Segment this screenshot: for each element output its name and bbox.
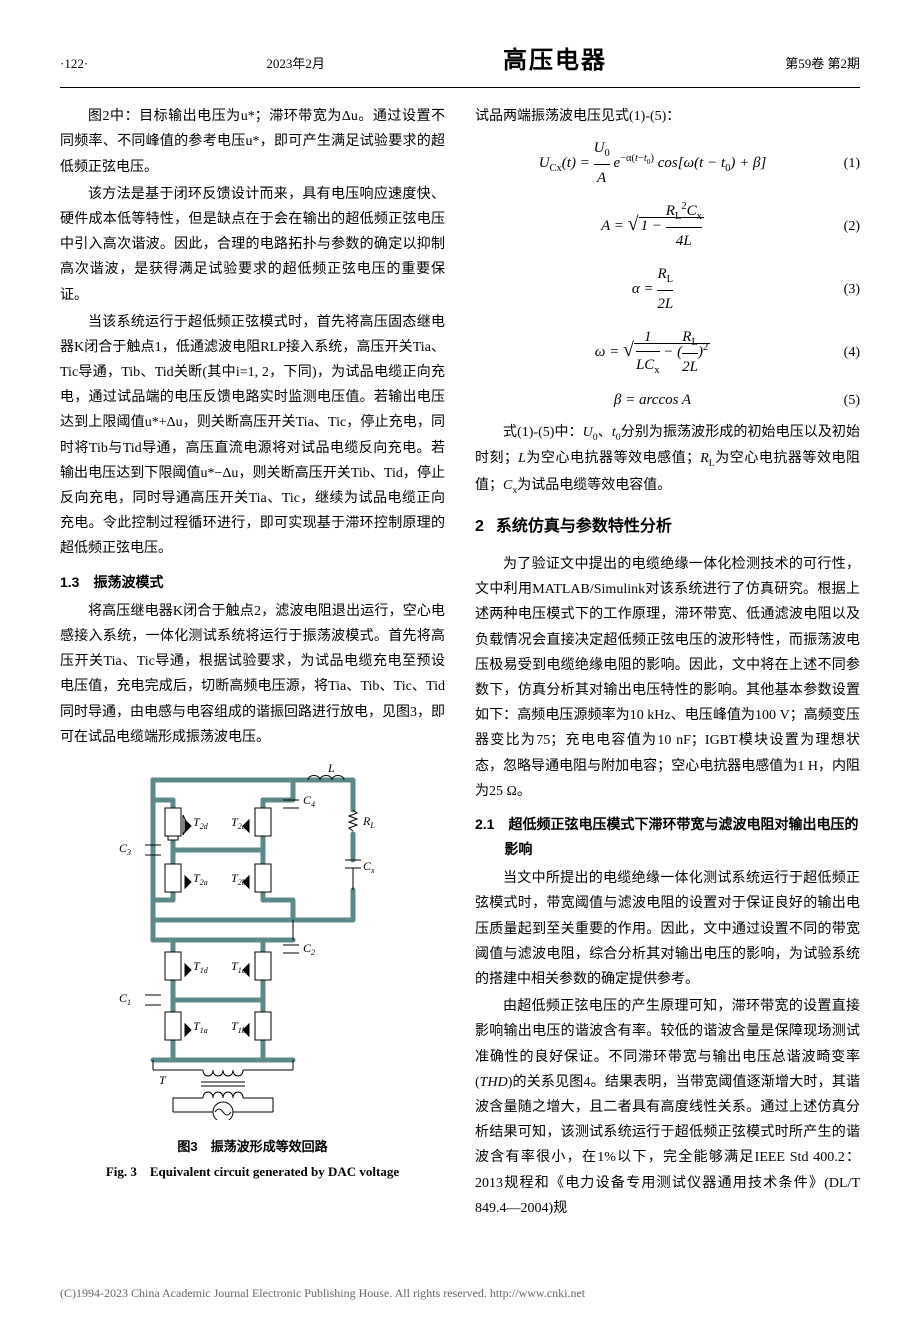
svg-text:T1d: T1d: [193, 959, 209, 975]
svg-text:C1: C1: [118, 991, 130, 1007]
svg-text:C3: C3: [118, 841, 130, 857]
svg-text:C2: C2: [303, 941, 315, 957]
eq-note: 式(1)-(5)中：U0、t0分别为振荡波形成的初始电压以及初始时刻；L为空心电…: [475, 420, 860, 499]
two-column-layout: 图2中：目标输出电压为u*；滞环带宽为Δu。通过设置不同频率、不同峰值的参考电压…: [60, 104, 860, 1223]
eq-num-5: (5): [830, 388, 860, 413]
eq-num-1: (1): [830, 151, 860, 176]
para-2-1-a: 当文中所提出的电缆绝缘一体化测试系统运行于超低频正弦模式时，带宽阈值与滤波电阻的…: [475, 866, 860, 992]
heading-2-1: 2.1 超低频正弦电压模式下滞环带宽与滤波电阻对输出电压的影响: [475, 812, 860, 862]
para-method: 该方法是基于闭环反馈设计而来，具有电压响应速度快、硬件成本低等特性，但是缺点在于…: [60, 182, 445, 308]
svg-text:L: L: [327, 761, 335, 775]
eq-3: α = RL2L (3): [475, 261, 860, 318]
eq-1: UCx(t) = U0A e−α(t−t0) cos[ω(t − t0) + β…: [475, 135, 860, 192]
heading-2-title: 系统仿真与参数特性分析: [496, 513, 672, 542]
page-header: ·122· 2023年2月 高压电器 第59卷 第2期: [60, 40, 860, 88]
eq-num-2: (2): [830, 214, 860, 239]
header-title: 高压电器: [503, 40, 607, 83]
para-dac-mode: 将高压继电器K闭合于触点2，滤波电阻退出运行，空心电感接入系统，一体化测试系统将…: [60, 599, 445, 750]
heading-2: 2 系统仿真与参数特性分析: [475, 513, 860, 542]
para-fig2-desc: 图2中：目标输出电压为u*；滞环带宽为Δu。通过设置不同频率、不同峰值的参考电压…: [60, 104, 445, 180]
header-date: 2023年2月: [266, 52, 325, 75]
eq-num-3: (3): [830, 277, 860, 302]
svg-text:T2a: T2a: [193, 871, 208, 887]
left-column: 图2中：目标输出电压为u*；滞环带宽为Δu。通过设置不同频率、不同峰值的参考电压…: [60, 104, 445, 1223]
fig3-caption-en: Fig. 3 Equivalent circuit generated by D…: [60, 1160, 445, 1183]
svg-text:C4: C4: [303, 793, 315, 809]
circuit-diagram: L RL Cx C4 C3 C2 C1 T2d T2c T2a T2b T1d …: [113, 760, 393, 1120]
para-2-1-b: 由超低频正弦电压的产生原理可知，滞环带宽的设置直接影响输出电压的谐波含有率。较低…: [475, 994, 860, 1221]
svg-text:T1c: T1c: [231, 959, 246, 975]
svg-text:T1b: T1b: [231, 1019, 246, 1035]
footer: (C)1994-2023 China Academic Journal Elec…: [60, 1283, 860, 1305]
svg-text:T2c: T2c: [231, 815, 246, 831]
para-sim-intro: 为了验证文中提出的电缆绝缘一体化检测技术的可行性，文中利用MATLAB/Simu…: [475, 552, 860, 804]
svg-text:T2b: T2b: [231, 871, 246, 887]
para-vlf-mode: 当该系统运行于超低频正弦模式时，首先将高压固态继电器K闭合于触点1，低通滤波电阻…: [60, 310, 445, 562]
eq-2: A = √1 − RL2Cx4L (2): [475, 198, 860, 255]
eq-num-4: (4): [830, 340, 860, 365]
svg-text:T1a: T1a: [193, 1019, 208, 1035]
heading-2-num: 2: [475, 513, 484, 542]
header-vol: 第59卷 第2期: [785, 52, 860, 75]
eq-5: β = arccos A (5): [475, 387, 860, 414]
svg-text:T: T: [159, 1073, 167, 1087]
svg-text:T2d: T2d: [193, 815, 209, 831]
svg-text:Cx: Cx: [363, 859, 375, 875]
eq-4: ω = √1LCx − (RL2L)2 (4): [475, 324, 860, 381]
equations: UCx(t) = U0A e−α(t−t0) cos[ω(t − t0) + β…: [475, 135, 860, 414]
eq-intro: 试品两端振荡波电压见式(1)-(5)：: [475, 104, 860, 129]
fig3-caption-cn: 图3 振荡波形成等效回路: [60, 1135, 445, 1158]
svg-text:RL: RL: [362, 814, 375, 830]
figure-3: L RL Cx C4 C3 C2 C1 T2d T2c T2a T2b T1d …: [60, 760, 445, 1184]
right-column: 试品两端振荡波电压见式(1)-(5)： UCx(t) = U0A e−α(t−t…: [475, 104, 860, 1223]
heading-1-3: 1.3 振荡波模式: [60, 570, 445, 595]
header-page: ·122·: [60, 52, 88, 75]
